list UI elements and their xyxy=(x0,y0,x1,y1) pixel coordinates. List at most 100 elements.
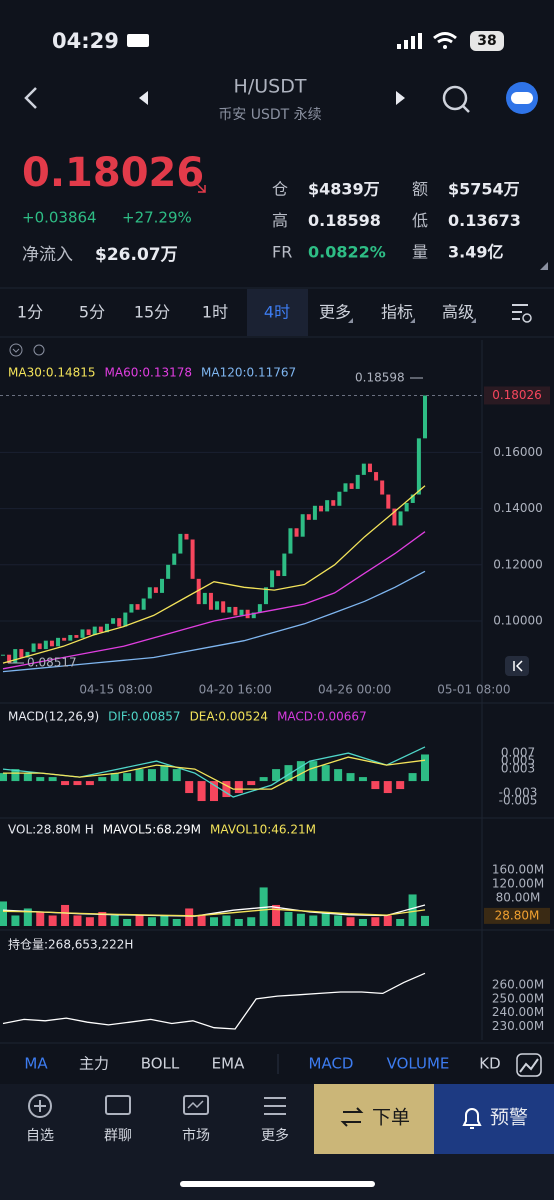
histogram-bar xyxy=(11,769,20,782)
candle xyxy=(312,505,317,520)
histogram-bar xyxy=(234,918,243,926)
nav-item[interactable]: 更多 xyxy=(261,1127,289,1144)
y-tick-label: -0.003 xyxy=(499,786,538,800)
legend-item: DIF:0.00857 xyxy=(108,710,180,724)
candle xyxy=(355,474,360,489)
nav-item[interactable]: 市场 xyxy=(182,1127,210,1144)
dropdown-marker xyxy=(471,318,476,323)
histogram-bar xyxy=(259,777,268,782)
last-price: 0.18026 xyxy=(22,150,204,196)
y-tick-label: 230.00M xyxy=(492,1019,544,1033)
interval-tab[interactable]: 指标 xyxy=(381,303,413,322)
candle xyxy=(117,618,122,627)
alert-button[interactable]: 预警 xyxy=(490,1107,528,1129)
histogram-bar xyxy=(309,915,318,926)
candle xyxy=(196,578,201,605)
histogram-bar xyxy=(296,761,305,782)
indicator-tab[interactable]: VOLUME xyxy=(387,1055,450,1073)
indicator-tab[interactable]: EMA xyxy=(212,1055,245,1073)
histogram-bar xyxy=(36,777,45,782)
stat-label: 量 xyxy=(412,243,428,262)
stat-label: FR xyxy=(272,243,292,262)
indicator-line xyxy=(2,485,426,664)
nav-item[interactable]: 群聊 xyxy=(104,1128,132,1144)
next-pair[interactable] xyxy=(396,91,405,105)
histogram-bar xyxy=(383,781,392,794)
histogram-bar xyxy=(23,773,32,782)
battery-level: 38 xyxy=(477,33,496,49)
prev-pair[interactable] xyxy=(139,91,148,105)
nav-item[interactable]: 自选 xyxy=(26,1128,54,1144)
histogram-bar xyxy=(123,773,132,782)
candle xyxy=(25,651,30,658)
y-tick-label: 0.007 xyxy=(501,746,535,760)
y-tick-label: 0.12000 xyxy=(493,557,543,571)
histogram-bar xyxy=(234,781,243,794)
interval-tab[interactable]: 更多 xyxy=(319,303,351,322)
histogram-bar xyxy=(23,908,32,926)
interval-tab[interactable]: 1分 xyxy=(17,303,43,322)
candle xyxy=(166,564,171,579)
histogram-bar xyxy=(85,781,94,786)
histogram-bar xyxy=(172,769,181,782)
interval-tab[interactable]: 15分 xyxy=(134,303,170,322)
histogram-bar xyxy=(247,781,256,786)
indicator-line xyxy=(2,570,426,673)
candle xyxy=(294,528,299,537)
back-button[interactable] xyxy=(24,87,37,109)
histogram-bar xyxy=(371,781,380,790)
histogram-bar xyxy=(396,918,405,926)
indicator-tab[interactable]: KD xyxy=(479,1055,500,1073)
high-label: 0.18598 xyxy=(355,371,405,385)
indicator-tab[interactable]: 主力 xyxy=(79,1055,109,1073)
interval-tab[interactable]: 1时 xyxy=(202,303,228,322)
candle xyxy=(86,629,91,636)
last-volume-label: 28.80M xyxy=(495,908,540,922)
candle xyxy=(282,553,287,577)
stat-value: 0.13673 xyxy=(448,211,521,230)
last-price-tag xyxy=(484,386,550,405)
histogram-bar xyxy=(73,781,82,786)
stat-value: $4839万 xyxy=(308,180,380,199)
histogram-bar xyxy=(358,777,367,782)
indicator-tab[interactable]: BOLL xyxy=(141,1055,180,1073)
candle xyxy=(349,483,354,489)
candle xyxy=(245,609,250,619)
candle xyxy=(13,649,18,664)
order-button[interactable]: 下单 xyxy=(372,1107,410,1129)
histogram-bar xyxy=(396,781,405,790)
y-tick-label: 0.005 xyxy=(501,754,535,768)
histogram-bar xyxy=(272,769,281,782)
histogram-bar xyxy=(11,915,20,926)
histogram-bar xyxy=(334,915,343,926)
interval-tab[interactable]: 4时 xyxy=(264,303,290,322)
interval-tab[interactable]: 高级 xyxy=(442,303,474,322)
histogram-bar xyxy=(61,781,70,786)
candle xyxy=(80,629,85,638)
histogram-bar xyxy=(98,777,107,782)
histogram-bar xyxy=(197,915,206,926)
indicator-tab[interactable]: MACD xyxy=(309,1055,354,1073)
indicator-tab[interactable]: MA xyxy=(24,1055,48,1073)
candle xyxy=(111,618,116,624)
search-button[interactable] xyxy=(442,85,468,111)
candle xyxy=(160,578,165,593)
candle xyxy=(43,640,48,650)
candle xyxy=(325,500,330,512)
histogram-bar xyxy=(321,765,330,782)
histogram-bar xyxy=(210,781,218,802)
net-inflow-label: 净流入 xyxy=(22,245,73,265)
y-tick-label: 120.00M xyxy=(492,876,544,890)
candle xyxy=(404,502,409,512)
interval-tab[interactable]: 5分 xyxy=(79,303,105,322)
candle xyxy=(337,491,342,506)
y-tick-label: 160.00M xyxy=(492,862,544,876)
histogram-bar xyxy=(197,781,206,802)
candle xyxy=(37,643,42,650)
histogram-bar xyxy=(421,915,429,926)
candle xyxy=(49,640,54,647)
candle xyxy=(1,654,5,656)
candle xyxy=(215,601,220,610)
candle xyxy=(31,643,36,652)
x-tick-label: 05-01 08:00 xyxy=(437,683,510,697)
